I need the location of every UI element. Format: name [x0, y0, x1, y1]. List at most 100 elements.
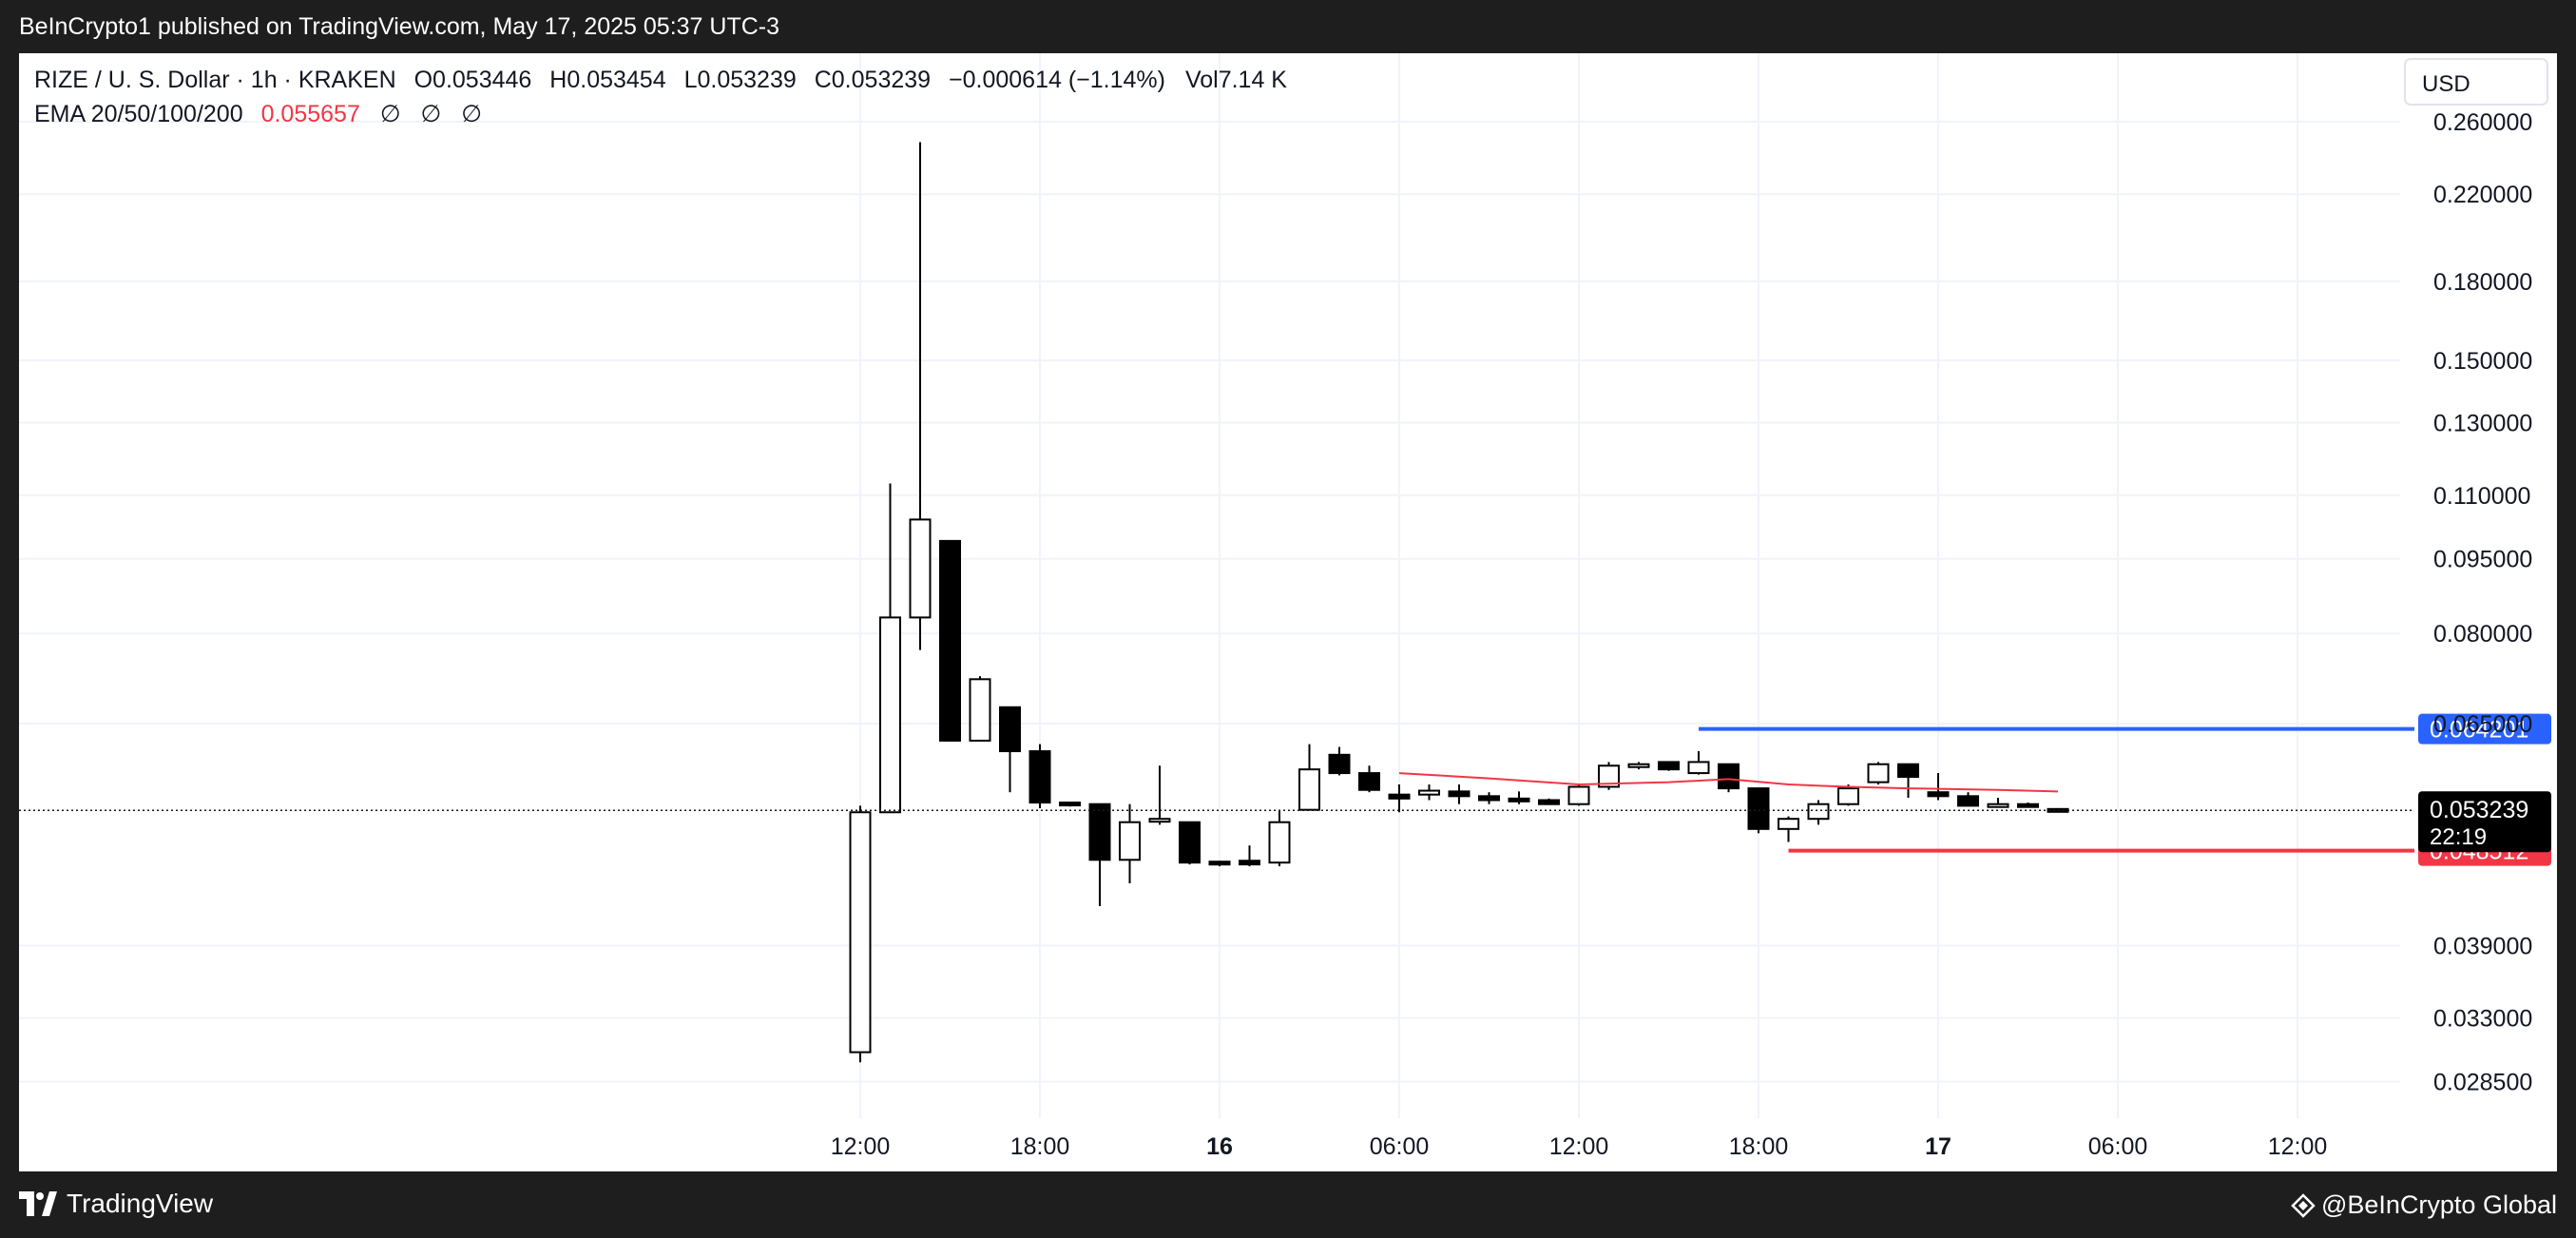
candle[interactable] — [1778, 816, 1799, 842]
na-icon: ∅ — [421, 101, 442, 127]
candle-body — [1268, 821, 1291, 864]
candle[interactable] — [1807, 800, 1830, 825]
close-value: 0.053239 — [832, 67, 931, 93]
candle-body — [1028, 750, 1051, 804]
candle-body — [1837, 787, 1859, 805]
y-tick-label: 0.033000 — [2433, 1006, 2532, 1033]
candle-body — [1059, 802, 1081, 807]
high-value: 0.053454 — [567, 67, 665, 93]
candle-body — [849, 811, 872, 1054]
candle-body — [1807, 803, 1830, 821]
low-value: 0.053239 — [697, 67, 796, 93]
candle[interactable] — [1598, 762, 1620, 790]
candle[interactable] — [1358, 765, 1380, 793]
high-label: H — [549, 67, 567, 93]
candle[interactable] — [1508, 791, 1530, 804]
candle-body — [1358, 772, 1380, 791]
tradingview-logo[interactable]: TradingView — [19, 1189, 213, 1219]
candle[interactable] — [1148, 765, 1171, 825]
y-tick-label: 0.260000 — [2433, 109, 2532, 136]
candle[interactable] — [1028, 744, 1051, 808]
candle[interactable] — [1627, 762, 1650, 770]
candle[interactable] — [1478, 792, 1500, 804]
candle[interactable] — [1088, 803, 1111, 906]
candle[interactable] — [1418, 784, 1440, 801]
candle[interactable] — [1927, 773, 1950, 801]
y-tick-label: 0.220000 — [2433, 182, 2532, 208]
candle[interactable] — [1567, 784, 1590, 806]
candle[interactable] — [1987, 797, 2009, 808]
indicator-value: 0.055657 — [261, 101, 360, 127]
candle[interactable] — [1239, 845, 1260, 867]
candle[interactable] — [2017, 803, 2039, 808]
candle-body — [1478, 795, 1500, 802]
candle[interactable] — [1179, 821, 1201, 865]
candle-body — [1388, 793, 1411, 800]
y-tick-label: 0.130000 — [2433, 410, 2532, 436]
candle[interactable] — [1268, 809, 1291, 867]
candle[interactable] — [849, 805, 872, 1063]
candle-body — [939, 539, 961, 742]
chart-marks — [849, 142, 2069, 1063]
candle-body — [1298, 768, 1320, 811]
currency-selector[interactable]: USD — [2404, 58, 2548, 106]
candle[interactable] — [939, 539, 961, 742]
resistance-price-label: 0.064201 — [2418, 713, 2551, 745]
tradingview-logo-icon — [19, 1191, 57, 1216]
candle-body — [1927, 791, 1950, 798]
y-tick-label: 0.150000 — [2433, 348, 2532, 375]
candle[interactable] — [1328, 746, 1351, 776]
volume-label: Vol — [1185, 67, 1219, 93]
candle-body — [1867, 763, 1890, 783]
candle[interactable] — [1119, 803, 1141, 883]
y-tick-label: 0.080000 — [2433, 621, 2532, 648]
volume-value: 7.14 K — [1219, 67, 1288, 93]
x-tick-label: 06:00 — [2088, 1133, 2148, 1160]
symbol-legend[interactable]: RIZE / U. S. Dollar · 1h · KRAKEN O0.053… — [34, 67, 1287, 93]
symbol-name: RIZE / U. S. Dollar · 1h · KRAKEN — [34, 67, 396, 93]
tradingview-brand: TradingView — [67, 1189, 214, 1218]
candle[interactable] — [1448, 784, 1471, 804]
candle[interactable] — [1298, 744, 1320, 811]
candle[interactable] — [1867, 762, 1890, 785]
candle-body — [909, 518, 932, 619]
candle[interactable] — [879, 483, 901, 814]
x-tick-label: 12:00 — [1549, 1133, 1609, 1160]
candle[interactable] — [1059, 802, 1081, 807]
na-icon: ∅ — [461, 101, 482, 127]
candle-body — [1598, 764, 1620, 788]
candle[interactable] — [1837, 784, 1859, 806]
candle-body — [1718, 763, 1740, 790]
candle[interactable] — [1388, 784, 1411, 813]
candle-body — [1658, 761, 1680, 771]
candle-body — [2017, 803, 2039, 808]
candle-body — [1179, 821, 1201, 864]
candle[interactable] — [1897, 763, 1919, 798]
candle-body — [999, 706, 1021, 753]
candle-body — [1328, 753, 1351, 775]
candle[interactable] — [1538, 798, 1560, 805]
candle[interactable] — [969, 676, 991, 742]
x-tick-label: 16 — [1206, 1133, 1233, 1160]
grid-lines — [19, 53, 2400, 1118]
x-tick-label: 17 — [1925, 1133, 1951, 1160]
last-price-value: 0.053239 — [2430, 797, 2528, 823]
indicator-legend[interactable]: EMA 20/50/100/200 0.055657 ∅ ∅ ∅ — [34, 101, 482, 127]
open-value: 0.053446 — [433, 67, 531, 93]
beincrypto-watermark: @BeInCrypto Global — [2291, 1190, 2557, 1220]
x-tick-label: 12:00 — [2268, 1133, 2328, 1160]
candle[interactable] — [909, 142, 932, 650]
candle[interactable] — [1658, 761, 1680, 771]
candle-body — [1897, 763, 1919, 779]
na-icon: ∅ — [380, 101, 401, 127]
time-axis: 12:00 18:00 16 06:00 12:00 18:00 17 06:00 12:00 — [831, 1133, 2328, 1160]
candle[interactable] — [1957, 792, 1979, 807]
candle[interactable] — [1687, 751, 1710, 775]
x-tick-label: 18:00 — [1729, 1133, 1789, 1160]
candle[interactable] — [1208, 861, 1231, 867]
candle[interactable] — [999, 706, 1021, 793]
